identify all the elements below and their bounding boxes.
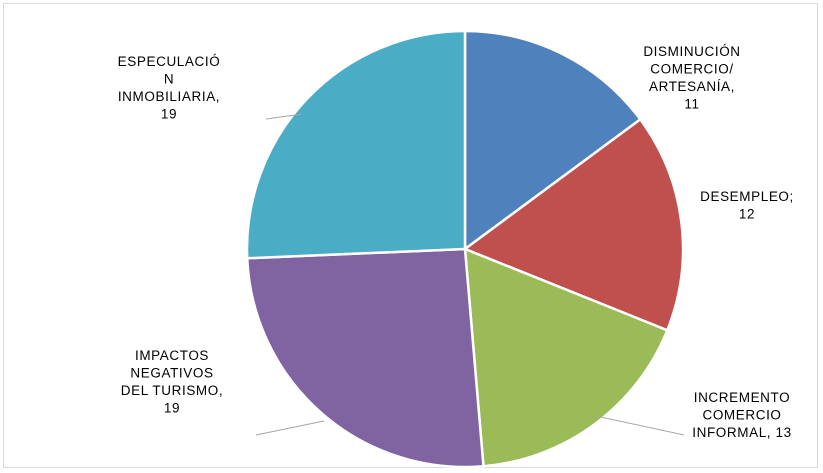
data-label-line: INMOBILIARIA,: [118, 89, 220, 104]
pie-slice-especulacion-inmobiliaria: [245, 29, 467, 260]
leader-line-impactos-negativos-del-turismo: [255, 420, 325, 436]
data-label-impactos-negativos-del-turismo: IMPACTOS NEGATIVOS DEL TURISMO, 19: [121, 348, 223, 416]
leader-lines: [255, 113, 685, 436]
data-label-group-especulacion-inmobiliaria: ESPECULACIÓ N INMOBILIARIA, 19: [118, 54, 221, 122]
pie-slice-incremento-comercio-informal: [463, 247, 669, 468]
data-label-desempleo: DESEMPLEO; 12: [700, 189, 794, 222]
data-label-line: N: [164, 72, 174, 87]
data-labels: DISMINUCIÓN COMERCIO/ARTESANÍA, 11 DESEMPLE…: [118, 44, 794, 440]
data-label-line: INFORMAL, 13: [692, 425, 791, 440]
data-label-disminucion-comercio-artesania: DISMINUCIÓN COMERCIO/ARTESANÍA, 11: [643, 44, 740, 112]
chart-frame: DISMINUCIÓN COMERCIO/ARTESANÍA, 11 DESEMPLE…: [3, 3, 818, 469]
leader-line-especulacion-inmobiliaria: [265, 113, 303, 120]
data-label-line: IMPACTOS: [135, 348, 209, 363]
data-label-line: 19: [161, 107, 177, 122]
data-label-incremento-comercio-informal: INCREMENTO COMERCIO INFORMAL, 13: [692, 390, 791, 440]
pie-slice-desempleo: [462, 117, 685, 332]
data-label-line: DISMINUCIÓN: [643, 44, 740, 59]
data-label-line: DEL TURISMO,: [121, 383, 223, 398]
data-label-line: COMERCIO: [702, 408, 781, 423]
pie-slices: [245, 29, 685, 469]
data-label-line: 12: [739, 207, 755, 222]
data-label-group-disminucion-comercio-artesania: DISMINUCIÓN COMERCIO/ARTESANÍA, 11: [643, 44, 740, 112]
pie-slice-impactos-negativos-del-turismo: [245, 247, 485, 469]
data-label-especulacion-inmobiliaria: ESPECULACIÓ N INMOBILIARIA, 19: [118, 54, 221, 122]
data-label-line: ARTESANÍA,: [649, 79, 735, 94]
data-label-line: INCREMENTO: [694, 390, 791, 405]
data-label-group-desempleo: DESEMPLEO; 12: [700, 189, 794, 222]
data-label-line: ESPECULACIÓ: [118, 54, 221, 69]
leader-line-incremento-comercio-informal: [595, 415, 685, 436]
data-label-line: NEGATIVOS: [130, 366, 213, 381]
pie-slice-disminucion-comercio-artesania: [463, 29, 643, 252]
data-label-group-incremento-comercio-informal: INCREMENTO COMERCIO INFORMAL, 13: [692, 390, 791, 440]
data-label-line: 19: [164, 401, 180, 416]
data-label-line: 11: [684, 97, 699, 112]
data-label-line: COMERCIO/: [650, 62, 733, 77]
data-label-group-impactos-negativos-del-turismo: IMPACTOS NEGATIVOS DEL TURISMO, 19: [121, 348, 223, 416]
data-label-line: DESEMPLEO;: [700, 189, 794, 204]
pie-chart: DISMINUCIÓN COMERCIO/ARTESANÍA, 11 DESEMPLE…: [118, 29, 794, 469]
